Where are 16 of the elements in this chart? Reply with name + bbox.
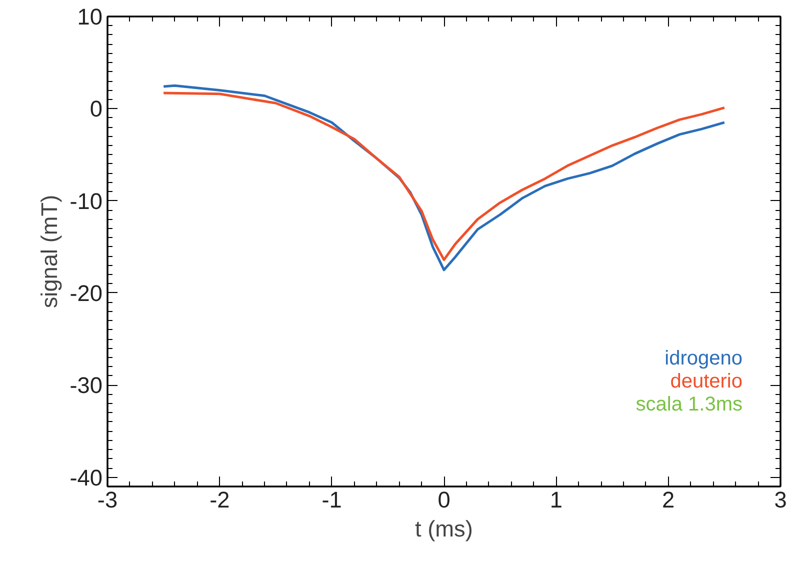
y-tick-label: -20 [70, 280, 103, 306]
y-axis-title: signal (mT) [36, 194, 62, 308]
x-tick-label: -2 [210, 486, 230, 512]
y-tick-label: -30 [70, 372, 103, 398]
text: idrogeno [664, 348, 742, 370]
x-tick-label: 3 [774, 486, 787, 512]
x-tick-label: 0 [438, 486, 450, 512]
x-tick-label: -1 [322, 486, 342, 512]
text: deuterio [670, 370, 743, 392]
x-axis-title: t (ms) [415, 516, 473, 542]
x-tick-label: 1 [550, 486, 562, 512]
y-tick-label: -10 [70, 188, 103, 214]
annotation: scala 1.3ms [636, 394, 743, 416]
y-tick-label: 10 [77, 4, 102, 30]
y-tick-label: 0 [90, 96, 103, 122]
x-tick-label: 2 [662, 486, 675, 512]
